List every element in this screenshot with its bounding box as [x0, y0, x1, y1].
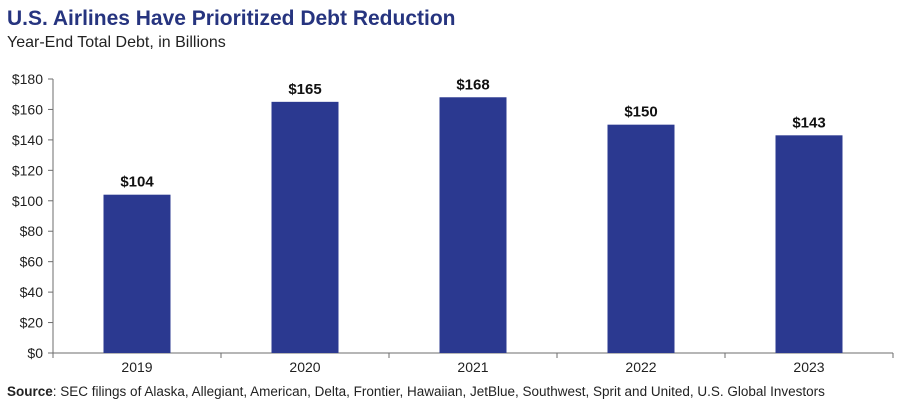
y-tick-label: $160	[12, 101, 43, 117]
y-tick-label: $180	[12, 71, 43, 87]
bar	[103, 194, 171, 353]
y-tick-label: $0	[27, 345, 43, 361]
source-note: Source: SEC filings of Alaska, Allegiant…	[7, 384, 825, 399]
x-tick-label: 2019	[121, 359, 152, 375]
bar	[271, 101, 339, 353]
data-label: $168	[456, 76, 489, 93]
bar-chart: $0 $20 $40 $60 $80 $100 $120 $140 $160 $180 $104 20…	[12, 71, 894, 375]
y-tick-label: $100	[12, 193, 43, 209]
source-text: : SEC filings of Alaska, Allegiant, Amer…	[52, 384, 825, 399]
x-tick-label: 2023	[793, 359, 824, 375]
bar	[775, 135, 843, 353]
data-label: $150	[624, 104, 657, 121]
bar	[439, 97, 507, 354]
y-tick-label: $120	[12, 162, 43, 178]
data-label: $165	[288, 81, 321, 98]
source-label: Source	[7, 384, 53, 399]
data-label: $143	[792, 114, 825, 131]
bar	[607, 124, 675, 354]
chart-subtitle: Year-End Total Debt, in Billions	[7, 34, 226, 51]
y-tick-label: $40	[20, 284, 44, 300]
x-tick-label: 2021	[457, 359, 488, 375]
y-tick-label: $20	[20, 315, 44, 331]
x-tick-label: 2020	[289, 359, 320, 375]
x-tick-label: 2022	[625, 359, 656, 375]
y-tick-label: $80	[20, 223, 44, 239]
data-label: $104	[120, 174, 154, 191]
chart-title: U.S. Airlines Have Prioritized Debt Redu…	[7, 7, 456, 30]
y-tick-label: $140	[12, 132, 43, 148]
y-tick-label: $60	[20, 254, 44, 270]
